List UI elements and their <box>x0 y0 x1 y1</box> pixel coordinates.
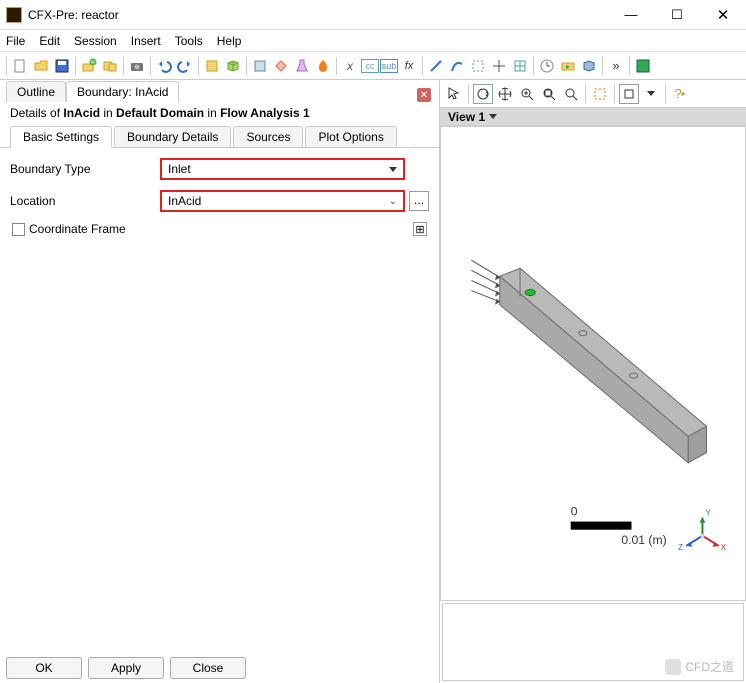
coord-frame-checkbox[interactable] <box>12 223 25 236</box>
apply-button[interactable]: Apply <box>88 657 164 679</box>
zoom-fit-icon[interactable] <box>561 84 581 104</box>
pointer-icon[interactable] <box>444 84 464 104</box>
location-select[interactable]: InAcid⌄ <box>160 190 405 212</box>
menu-bar: File Edit Session Insert Tools Help <box>0 30 746 52</box>
viewport-toolbar: ?▸ <box>440 80 746 108</box>
zoom-in-icon[interactable] <box>517 84 537 104</box>
location-label: Location <box>10 194 160 208</box>
coord-frame-label: Coordinate Frame <box>29 222 126 236</box>
analysis-icon[interactable] <box>202 56 222 76</box>
expr-cc-icon[interactable]: cc <box>361 59 379 73</box>
main-toolbar: x cc sub fx » <box>0 52 746 80</box>
import-mesh-icon[interactable] <box>79 56 99 76</box>
close-button[interactable]: Close <box>170 657 246 679</box>
pan-icon[interactable] <box>495 84 515 104</box>
camera-icon[interactable] <box>127 56 147 76</box>
title-bar: CFX-Pre: reactor — ☐ ✕ <box>0 0 746 30</box>
solver-icon[interactable] <box>579 56 599 76</box>
expr-x-icon[interactable]: x <box>340 56 360 76</box>
app-icon <box>6 7 22 23</box>
minimize-button[interactable]: — <box>608 0 654 30</box>
viewport-3d[interactable]: 0 0.01 (m) Y X Z <box>440 126 746 601</box>
close-window-button[interactable]: ✕ <box>700 0 746 30</box>
left-panel: Outline Boundary: InAcid ✕ Details of In… <box>0 80 440 683</box>
line-icon[interactable] <box>426 56 446 76</box>
redo-icon[interactable] <box>175 56 195 76</box>
run-icon[interactable] <box>558 56 578 76</box>
scale-value: 0.01 <box>621 533 645 547</box>
highlight-icon[interactable] <box>590 84 610 104</box>
mesh-region-icon[interactable] <box>510 56 530 76</box>
details-header: Details of InAcid in Default Domain in F… <box>0 102 439 124</box>
region-icon[interactable] <box>468 56 488 76</box>
save-icon[interactable] <box>52 56 72 76</box>
view-tab[interactable]: View 1 <box>440 108 746 126</box>
subtab-sources[interactable]: Sources <box>233 126 303 147</box>
subtab-boundary-details[interactable]: Boundary Details <box>114 126 231 147</box>
curve-icon[interactable] <box>447 56 467 76</box>
flame-icon[interactable] <box>313 56 333 76</box>
scale-unit: (m) <box>648 533 666 547</box>
reload-mesh-icon[interactable] <box>100 56 120 76</box>
menu-edit[interactable]: Edit <box>39 34 60 48</box>
rotate-icon[interactable] <box>473 84 493 104</box>
open-icon[interactable] <box>31 56 51 76</box>
window-title: CFX-Pre: reactor <box>28 8 608 22</box>
undo-icon[interactable] <box>154 56 174 76</box>
boundary-icon[interactable] <box>271 56 291 76</box>
subtab-plot-options[interactable]: Plot Options <box>305 126 396 147</box>
help-icon[interactable]: ?▸ <box>670 84 690 104</box>
ok-button[interactable]: OK <box>6 657 82 679</box>
right-panel: ?▸ View 1 <box>440 80 746 683</box>
chevron-down-icon: ⌄ <box>389 196 397 207</box>
expr-sub-icon[interactable]: sub <box>380 59 398 73</box>
menu-insert[interactable]: Insert <box>131 34 161 48</box>
clock-icon[interactable] <box>537 56 557 76</box>
boundary-type-label: Boundary Type <box>10 162 160 176</box>
svg-text:X: X <box>721 543 727 552</box>
tab-outline[interactable]: Outline <box>6 81 66 102</box>
domain-icon[interactable] <box>250 56 270 76</box>
scale-zero: 0 <box>571 504 578 518</box>
menu-help[interactable]: Help <box>217 34 242 48</box>
menu-file[interactable]: File <box>6 34 25 48</box>
menu-session[interactable]: Session <box>74 34 117 48</box>
dropdown-icon[interactable] <box>641 84 661 104</box>
svg-text:Z: Z <box>678 543 683 552</box>
flask-icon[interactable] <box>292 56 312 76</box>
tab-boundary[interactable]: Boundary: InAcid <box>66 81 179 102</box>
coord-frame-expand-icon[interactable]: ⊞ <box>413 222 427 236</box>
maximize-button[interactable]: ☐ <box>654 0 700 30</box>
cube-icon[interactable] <box>223 56 243 76</box>
zoom-box-icon[interactable] <box>539 84 559 104</box>
render-icon[interactable] <box>633 56 653 76</box>
location-browse-button[interactable]: … <box>409 191 429 211</box>
fx-icon[interactable]: fx <box>399 56 419 76</box>
watermark-icon <box>665 659 681 675</box>
wireframe-icon[interactable] <box>619 84 639 104</box>
svg-text:0.01 (m): 0.01 (m) <box>621 533 666 547</box>
more-icon[interactable]: » <box>606 56 626 76</box>
subtab-basic[interactable]: Basic Settings <box>10 126 112 148</box>
close-tab-icon[interactable]: ✕ <box>417 88 431 102</box>
axis-plus-icon[interactable] <box>489 56 509 76</box>
menu-tools[interactable]: Tools <box>175 34 203 48</box>
watermark: CFD之道 <box>665 658 734 675</box>
new-icon[interactable] <box>10 56 30 76</box>
chevron-down-icon <box>389 167 397 172</box>
svg-text:Y: Y <box>705 509 711 518</box>
chevron-down-icon <box>489 114 497 119</box>
boundary-type-select[interactable]: Inlet <box>160 158 405 180</box>
